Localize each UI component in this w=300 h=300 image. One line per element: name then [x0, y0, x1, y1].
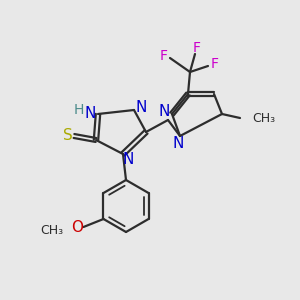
Text: F: F: [193, 41, 201, 55]
Text: N: N: [158, 104, 170, 119]
Text: N: N: [84, 106, 96, 121]
Text: N: N: [172, 136, 184, 152]
Text: H: H: [74, 103, 84, 117]
Text: O: O: [71, 220, 83, 236]
Text: N: N: [135, 100, 147, 115]
Text: S: S: [63, 128, 73, 142]
Text: F: F: [211, 57, 219, 71]
Text: N: N: [122, 152, 134, 166]
Text: CH₃: CH₃: [40, 224, 64, 238]
Text: F: F: [160, 49, 168, 63]
Text: CH₃: CH₃: [252, 112, 275, 124]
